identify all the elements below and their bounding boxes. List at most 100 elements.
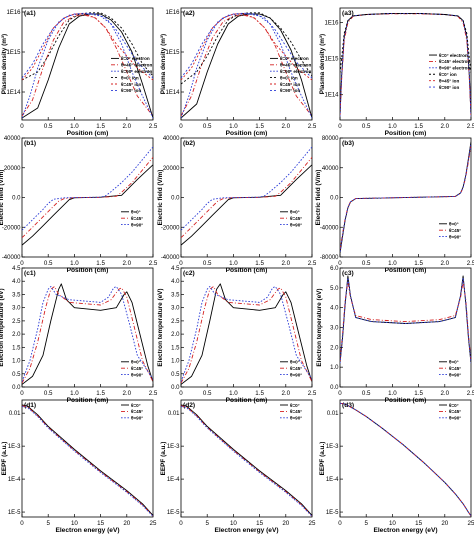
series-line bbox=[340, 281, 471, 362]
y-tick-label: -20000 bbox=[2, 225, 21, 231]
x-tick-label: 0.5 bbox=[44, 390, 53, 397]
y-axis-label: Electron temperature (eV) bbox=[0, 288, 5, 366]
x-axis-label: Position (cm) bbox=[226, 130, 268, 137]
x-tick-label: 1.5 bbox=[255, 390, 264, 397]
x-tick-label: 2.0 bbox=[122, 260, 131, 267]
y-tick-label: 1E-4 bbox=[167, 477, 180, 483]
y-tick-label: 3.0 bbox=[330, 326, 339, 332]
legend-entry: θ=45° ion bbox=[439, 78, 459, 83]
y-tick-label: 4.0 bbox=[171, 279, 180, 285]
x-tick-label: 2.0 bbox=[281, 390, 290, 397]
x-tick-label: 15 bbox=[415, 520, 422, 527]
x-tick-label: 2.5 bbox=[149, 260, 158, 267]
x-tick-label: 0 bbox=[338, 390, 342, 397]
legend-entry: θ=0° electron bbox=[280, 56, 309, 61]
y-tick-label: 3.0 bbox=[12, 306, 21, 312]
x-tick-label: 2.5 bbox=[308, 123, 317, 130]
legend-entry: θ=0° bbox=[449, 360, 459, 365]
x-tick-label: 0.5 bbox=[203, 260, 212, 267]
legend-entry: θ=0° bbox=[131, 210, 141, 215]
panel-label: (d1) bbox=[24, 402, 36, 409]
x-axis-label: Electron energy (eV) bbox=[373, 527, 437, 534]
y-tick-label: 0.0 bbox=[330, 196, 339, 202]
x-tick-label: 0 bbox=[20, 123, 24, 130]
legend: θ=0°θ=45°θ=90° bbox=[121, 403, 143, 421]
panel-label: (b3) bbox=[342, 140, 354, 147]
legend-entry: θ=45° bbox=[290, 366, 302, 371]
y-axis-label: EEPF (a.u.) bbox=[319, 442, 326, 476]
x-tick-label: 10 bbox=[389, 520, 396, 527]
x-tick-label: 0 bbox=[20, 390, 24, 397]
series-line bbox=[340, 402, 471, 517]
y-tick-label: 2.0 bbox=[12, 332, 21, 338]
legend-entry: θ=90° bbox=[449, 234, 461, 239]
y-tick-label: 2.5 bbox=[12, 319, 21, 325]
series-line bbox=[22, 286, 153, 382]
plot-frame bbox=[21, 7, 154, 121]
panel-d2: 0 5 10 15 20 25 0.01 1E-3 1E-4 1E-5 Electron energ… bbox=[160, 399, 316, 534]
series-line bbox=[22, 283, 153, 385]
x-tick-label: 0 bbox=[179, 260, 183, 267]
x-tick-label: 2.0 bbox=[440, 123, 449, 130]
y-tick-label: -80000 bbox=[320, 255, 339, 261]
x-tick-label: 15 bbox=[256, 520, 263, 527]
panel-label: (c2) bbox=[183, 270, 195, 277]
x-tick-label: 0 bbox=[179, 520, 183, 527]
panel-d1: 0 5 10 15 20 25 0.01 1E-3 1E-4 1E-5 Electron energ… bbox=[1, 399, 157, 534]
legend-entry: θ=90° bbox=[290, 222, 302, 227]
x-axis-label: Position (cm) bbox=[67, 267, 109, 274]
panel-a3: 0 0.5 1.0 1.5 2.0 2.5 1E16 1E15 1E14 Position (cm… bbox=[319, 7, 474, 137]
y-tick-label: 1E15 bbox=[6, 50, 21, 56]
series-line bbox=[22, 12, 153, 79]
plot-frame bbox=[21, 267, 154, 388]
y-axis-label: Plasma density (m³) bbox=[160, 34, 167, 94]
y-tick-label: 40000 bbox=[4, 136, 21, 142]
y-axis-label: Plasma density (m³) bbox=[319, 34, 326, 94]
y-tick-label: 1.5 bbox=[171, 345, 180, 351]
x-tick-label: 2.0 bbox=[122, 390, 131, 397]
legend-entry: θ=45° bbox=[449, 409, 461, 414]
series-line bbox=[22, 13, 153, 81]
plot-frame bbox=[339, 399, 472, 518]
x-tick-label: 1.0 bbox=[388, 123, 397, 130]
legend-entry: θ=0° bbox=[290, 403, 300, 408]
legend: θ=0°θ=45°θ=90° bbox=[121, 360, 143, 377]
legend-entry: θ=45° ion bbox=[280, 82, 300, 87]
x-tick-label: 1.0 bbox=[229, 123, 238, 130]
series-line bbox=[22, 146, 153, 231]
series-line bbox=[22, 157, 153, 239]
series-line bbox=[22, 14, 153, 117]
panel-c2: 0 0.5 1.0 1.5 2.0 2.5 0.0 0.5 1.0 1.5 2.0 2.5 3.0 3.5… bbox=[157, 266, 317, 404]
y-tick-label: 4.5 bbox=[12, 266, 21, 272]
x-tick-label: 1.5 bbox=[414, 123, 423, 130]
legend-entry: θ=45° bbox=[449, 366, 461, 371]
panel-label: (a1) bbox=[24, 10, 36, 17]
y-tick-label: 6.0 bbox=[330, 266, 339, 272]
y-tick-label: 40000 bbox=[163, 136, 180, 142]
y-tick-label: 0.0 bbox=[330, 385, 339, 391]
y-axis-label: Electric field (V/m) bbox=[0, 170, 5, 226]
series-line bbox=[181, 12, 312, 85]
legend: θ=0°θ=45°θ=90° bbox=[121, 210, 143, 227]
x-tick-label: 1.5 bbox=[96, 123, 105, 130]
y-tick-label: -40000 bbox=[161, 255, 180, 261]
legend-entry: θ=90° bbox=[131, 372, 143, 377]
x-tick-label: 0 bbox=[179, 123, 183, 130]
x-tick-label: 20 bbox=[441, 520, 448, 527]
y-tick-label: 2.0 bbox=[330, 345, 339, 351]
legend-entry: θ=90° electron bbox=[121, 69, 152, 74]
x-axis-label: Electron energy (eV) bbox=[55, 527, 119, 534]
x-tick-label: 2.0 bbox=[281, 260, 290, 267]
legend-entry: θ=45° bbox=[449, 228, 461, 233]
y-axis-label: EEPF (a.u.) bbox=[160, 442, 167, 476]
y-axis-label: Electric field (V/m) bbox=[157, 170, 164, 226]
panel-label: (c1) bbox=[24, 270, 36, 277]
x-tick-label: 1.0 bbox=[229, 260, 238, 267]
x-axis-label: Position (cm) bbox=[67, 130, 109, 137]
legend-entry: θ=45° electron bbox=[280, 63, 311, 68]
y-axis-label: EEPF (a.u.) bbox=[1, 442, 8, 476]
legend: θ=0°θ=45°θ=90° bbox=[439, 360, 461, 377]
legend: θ=0°θ=45°θ=90° bbox=[280, 403, 302, 421]
series-line bbox=[340, 277, 471, 364]
x-tick-label: 1.5 bbox=[414, 390, 423, 397]
